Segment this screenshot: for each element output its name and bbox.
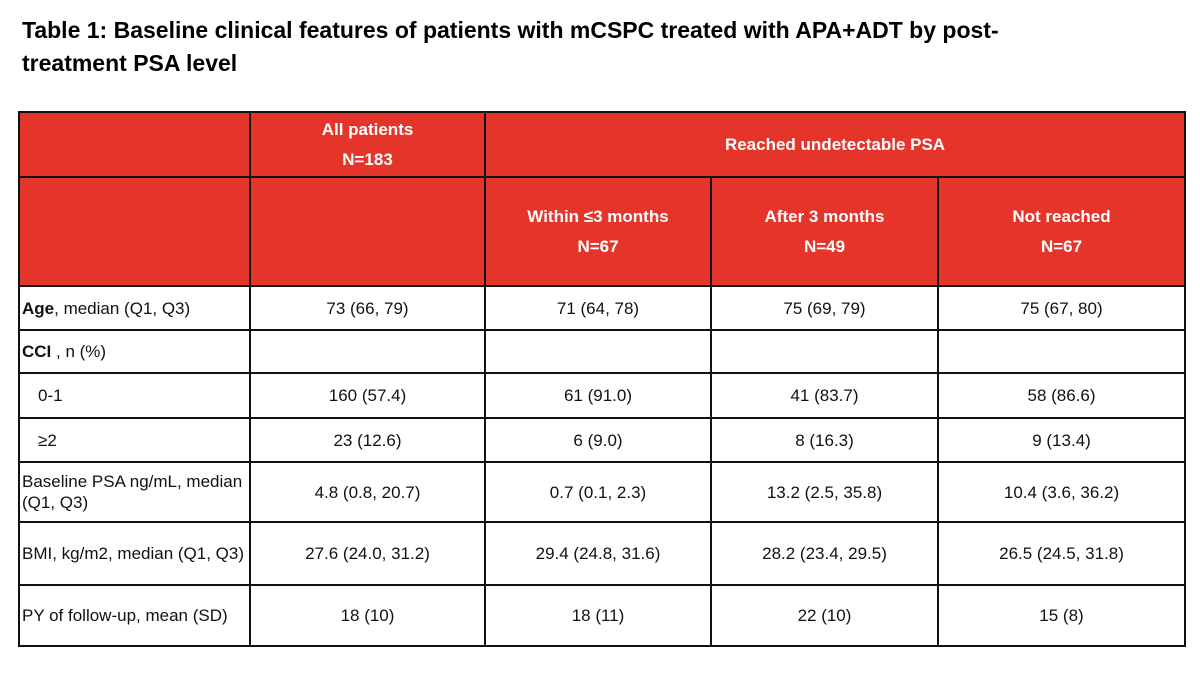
header-line: N=67: [1040, 236, 1083, 256]
row-label: BMI, kg/m2, median (Q1, Q3): [18, 521, 251, 586]
row-label: Baseline PSA ng/mL, median (Q1, Q3): [18, 461, 251, 523]
header-cell: Reached undetectable PSA: [483, 111, 1187, 178]
table-cell: 61 (91.0): [484, 372, 712, 419]
header-row: All patients N=183 Reached undetectable PS…: [18, 111, 1187, 178]
header-cell: [18, 111, 251, 178]
label-text: ≥2: [38, 430, 57, 450]
table-row: BMI, kg/m2, median (Q1, Q3) 27.6 (24.0, 3…: [18, 521, 1187, 586]
row-label: Age, median (Q1, Q3): [18, 285, 251, 331]
table-cell: 18 (10): [249, 584, 486, 647]
table-cell: 75 (67, 80): [936, 285, 1187, 331]
label-text: PY of follow-up, mean (SD): [22, 606, 228, 625]
table-cell: 27.6 (24.0, 31.2): [249, 521, 486, 586]
table-cell: [484, 329, 712, 374]
label-text: , median (Q1, Q3): [54, 298, 191, 318]
header-line: All patients: [321, 119, 414, 139]
table-cell: 73 (66, 79): [249, 285, 486, 331]
header-line: Not reached: [1012, 206, 1111, 226]
header-cell: [249, 176, 486, 287]
table-cell: 75 (69, 79): [710, 285, 939, 331]
table-cell: 6 (9.0): [484, 417, 712, 463]
table-cell: 41 (83.7): [710, 372, 939, 419]
table-cell: 22 (10): [710, 584, 939, 647]
table-cell: 160 (57.4): [249, 372, 486, 419]
table-cell: [249, 329, 486, 374]
table-row: 0-1 160 (57.4) 61 (91.0) 41 (83.7) 58 (86.6): [18, 372, 1187, 419]
table-cell: 15 (8): [936, 584, 1187, 647]
table-cell: 0.7 (0.1, 2.3): [484, 461, 712, 523]
header-cell: After 3 months N=49: [710, 176, 939, 287]
table-row: ≥2 23 (12.6) 6 (9.0) 8 (16.3) 9 (13.4): [18, 417, 1187, 463]
table-cell: [936, 329, 1187, 374]
label-text: CCI: [22, 342, 52, 361]
label-text: Baseline PSA ng/mL, median (Q1, Q3): [22, 472, 243, 512]
table-row: CCI , n (%): [18, 329, 1187, 374]
header-row: Within ≤3 months N=67 After 3 months N=49 No…: [18, 176, 1187, 287]
title: Table 1: Baseline clinical features of p…: [22, 17, 999, 76]
table-cell: 58 (86.6): [936, 372, 1187, 419]
table-cell: 13.2 (2.5, 35.8): [710, 461, 939, 523]
header-line: N=183: [342, 149, 393, 169]
table-cell: [710, 329, 939, 374]
row-label: CCI , n (%): [18, 329, 251, 374]
table-row: Baseline PSA ng/mL, median (Q1, Q3) 4.8 (…: [18, 461, 1187, 523]
label-text: Age: [22, 298, 55, 318]
label-text: BMI, kg/m2, median (Q1, Q3): [22, 544, 245, 563]
table-cell: 18 (11): [484, 584, 712, 647]
header-line: N=67: [577, 236, 619, 256]
table-cell: 4.8 (0.8, 20.7): [249, 461, 486, 523]
header-line: Within ≤3 months: [527, 206, 669, 226]
table-cell: 8 (16.3): [710, 417, 939, 463]
label-text: 0-1: [38, 386, 63, 405]
header-line: N=49: [803, 236, 846, 256]
table: All patients N=183 Reached undetectable PS…: [18, 111, 1187, 647]
header-line: After 3 months: [764, 206, 885, 226]
table-cell: 29.4 (24.8, 31.6): [484, 521, 712, 586]
table-row: Age, median (Q1, Q3) 73 (66, 79) 71 (64, 7…: [18, 285, 1187, 331]
row-label: ≥2: [18, 417, 251, 463]
header-cell: Within ≤3 months N=67: [484, 176, 712, 287]
row-label: 0-1: [18, 372, 251, 419]
table-cell: 71 (64, 78): [484, 285, 712, 331]
label-text: , n (%): [51, 342, 107, 361]
table-cell: 28.2 (23.4, 29.5): [710, 521, 939, 586]
table-cell: 9 (13.4): [936, 417, 1187, 463]
header-cell: All patients N=183: [249, 111, 486, 178]
header-cell: [18, 176, 251, 287]
table-cell: 23 (12.6): [249, 417, 486, 463]
table-cell: 10.4 (3.6, 36.2): [936, 461, 1187, 523]
table-row: PY of follow-up, mean (SD) 18 (10) 18 (11)…: [18, 584, 1187, 647]
header-cell: Not reached N=67: [936, 176, 1187, 287]
row-label: PY of follow-up, mean (SD): [18, 584, 251, 647]
table-cell: 26.5 (24.5, 31.8): [936, 521, 1187, 586]
